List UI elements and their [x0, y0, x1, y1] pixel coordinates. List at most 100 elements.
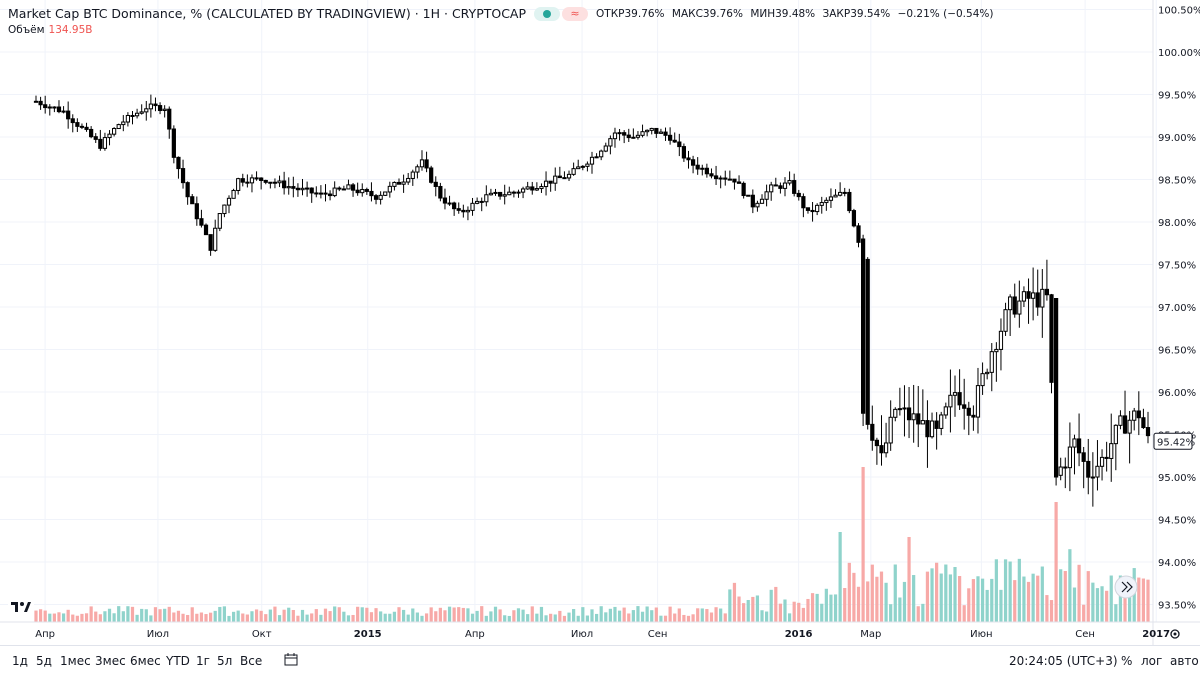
candle: [121, 115, 126, 132]
clock-time[interactable]: 20:24:05 (UTC+3): [1009, 654, 1118, 668]
tradingview-logo-icon[interactable]: [8, 596, 34, 616]
volume-bar: [287, 607, 291, 622]
volume-bar: [594, 613, 599, 622]
candle: [507, 186, 512, 196]
candle: [89, 126, 94, 139]
volume-bar: [461, 607, 465, 622]
volume-bar: [576, 615, 580, 622]
volume-bar: [985, 589, 989, 622]
candle: [153, 97, 158, 112]
range-1m[interactable]: 1мес: [60, 654, 91, 668]
bottom-toolbar: 1д 5д 1мес 3мес 6мес YTD 1г 5л Все 20:24…: [0, 645, 1200, 676]
candle: [254, 171, 259, 181]
volume-bar: [291, 609, 295, 622]
candle: [263, 179, 268, 185]
candle: [213, 219, 218, 252]
range-5y[interactable]: 5л: [217, 654, 233, 668]
volume-bar: [820, 603, 824, 622]
volume-bar: [1068, 549, 1072, 622]
candle: [571, 162, 576, 176]
candle: [1067, 422, 1072, 492]
volume-bar: [852, 572, 856, 622]
candle: [566, 170, 572, 182]
axis-settings-gear-icon[interactable]: [1170, 629, 1180, 639]
candle: [98, 129, 103, 151]
candle: [589, 151, 595, 174]
volume-legend: Объём 134.95B: [8, 24, 93, 36]
candle: [1044, 259, 1050, 301]
log-toggle[interactable]: лог: [1141, 654, 1163, 668]
volume-bar: [677, 608, 681, 622]
compare-wave-icon[interactable]: ≈: [562, 6, 589, 21]
candle: [424, 151, 429, 173]
auto-toggle[interactable]: авто: [1170, 654, 1199, 668]
candle: [309, 187, 314, 203]
candle: [902, 385, 907, 437]
candle: [1104, 441, 1109, 472]
range-1y[interactable]: 1г: [196, 654, 210, 668]
candle: [750, 189, 755, 214]
candle: [916, 385, 921, 448]
volume-bar: [847, 562, 851, 622]
candle: [162, 105, 167, 118]
volume-bar: [585, 615, 590, 622]
range-6m[interactable]: 6мес: [130, 654, 161, 668]
volume-bar: [144, 609, 148, 622]
candle: [525, 181, 530, 190]
volume-bar: [1118, 575, 1123, 622]
candle: [1012, 283, 1017, 318]
percent-toggle[interactable]: %: [1121, 654, 1133, 668]
range-1d[interactable]: 1д: [12, 654, 28, 668]
range-5d[interactable]: 5д: [36, 654, 52, 668]
range-all[interactable]: Все: [240, 654, 263, 668]
candle: [626, 128, 631, 143]
candle: [116, 123, 121, 130]
volume-bar: [682, 614, 686, 622]
scroll-to-realtime-icon[interactable]: [1114, 575, 1138, 599]
volume-bar: [709, 612, 714, 622]
candle: [759, 194, 765, 204]
volume-label: Объём: [8, 24, 45, 36]
candle: [226, 195, 232, 214]
status-dot-icon[interactable]: [534, 6, 561, 21]
candle: [392, 181, 397, 191]
volume-bar: [884, 582, 888, 622]
candle: [130, 111, 135, 125]
candle: [539, 183, 544, 193]
volume-bar: [810, 593, 815, 622]
candle: [61, 106, 66, 114]
volume-bar: [447, 606, 452, 622]
candle: [291, 176, 296, 198]
candle: [272, 178, 278, 189]
range-3m[interactable]: 3мес: [95, 654, 126, 668]
candle: [1035, 269, 1040, 316]
x-tick-label: Мар: [860, 629, 881, 640]
volume-bar: [429, 607, 433, 622]
volume-bar: [617, 610, 622, 622]
candle: [268, 181, 273, 189]
candle: [314, 186, 319, 198]
volume-bar: [875, 576, 879, 622]
candle: [617, 128, 622, 141]
date-range-icon[interactable]: [284, 652, 298, 669]
volume-bar: [930, 568, 934, 622]
candle: [911, 384, 916, 443]
candle: [994, 342, 999, 382]
candle: [1072, 434, 1077, 475]
y-tick-label: 93.50%: [1158, 601, 1196, 612]
candle: [677, 133, 682, 157]
volume-bar: [415, 612, 419, 622]
volume-bar: [1072, 587, 1077, 622]
volume-bar: [967, 588, 971, 622]
last-price-badge: 95.42%: [1153, 432, 1195, 450]
volume-bar: [434, 611, 438, 622]
y-tick-label: 99.50%: [1158, 91, 1196, 102]
candle: [259, 177, 264, 190]
symbol-title[interactable]: Market Cap BTC Dominance, % (CALCULATED …: [8, 6, 527, 21]
candle: [520, 186, 526, 199]
volume-bar: [254, 609, 259, 622]
chart-area[interactable]: 100.50% 100.00% 99.50% 99.00% 98.50% 98.00% 97…: [0, 0, 1200, 645]
candle: [833, 189, 838, 198]
x-tick-label: 2016: [785, 629, 813, 640]
range-ytd[interactable]: YTD: [166, 654, 190, 668]
